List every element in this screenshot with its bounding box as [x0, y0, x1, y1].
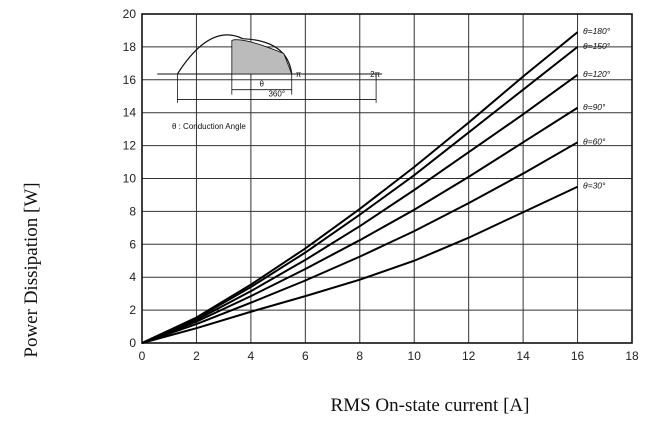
inset-caption: θ : Conduction Angle — [172, 122, 246, 131]
y-tick-label-7: 14 — [123, 106, 137, 120]
series-line-3 — [141, 106, 579, 344]
series-line-5 — [141, 185, 578, 344]
inset-theta-label: θ — [260, 79, 265, 88]
x-tick-label-7: 14 — [516, 349, 530, 363]
series-label-1: θ=150° — [583, 41, 611, 51]
x-axis-title: RMS On-state current [A] — [330, 395, 530, 416]
x-tick-label-6: 12 — [462, 349, 476, 363]
y-tick-label-3: 6 — [129, 237, 136, 251]
series-line-0 — [141, 31, 579, 344]
series-label-4: θ=60° — [583, 136, 606, 146]
y-tick-label-10: 20 — [123, 7, 137, 21]
series-line-4 — [141, 141, 579, 344]
series-line-1 — [141, 46, 579, 344]
x-tick-label-8: 16 — [571, 349, 585, 363]
y-tick-label-4: 8 — [129, 204, 136, 218]
y-tick-label-9: 18 — [123, 40, 137, 54]
y-tick-label-2: 4 — [129, 270, 136, 284]
inset-diagram: θ π 2π 360° θ : Conduction Angle — [157, 34, 383, 131]
inset-period-label: 360° — [268, 90, 285, 99]
y-tick-label-5: 10 — [123, 172, 137, 186]
y-tick-label-8: 16 — [123, 73, 137, 87]
y-tick-label-1: 2 — [129, 303, 136, 317]
x-tick-label-3: 6 — [302, 349, 309, 363]
x-tick-label-9: 18 — [625, 349, 639, 363]
series-line-2 — [141, 74, 579, 344]
series-label-0: θ=180° — [583, 26, 611, 36]
series-label-3: θ=90° — [583, 102, 606, 112]
x-tick-label-2: 4 — [248, 349, 255, 363]
x-tick-label-5: 10 — [408, 349, 422, 363]
grid — [141, 13, 633, 344]
x-tick-label-0: 0 — [139, 349, 146, 363]
x-tick-label-4: 8 — [356, 349, 363, 363]
plot-frame — [141, 13, 633, 344]
y-tick-label-0: 0 — [129, 336, 136, 350]
inset-pi-label: π — [296, 70, 302, 79]
x-tick-label-1: 2 — [193, 349, 200, 363]
inset-2pi-label: 2π — [370, 70, 380, 79]
inset-conduction-area — [231, 39, 293, 75]
series-label-5: θ=30° — [583, 181, 606, 191]
series-label-2: θ=120° — [583, 69, 611, 79]
y-tick-label-6: 12 — [123, 139, 137, 153]
